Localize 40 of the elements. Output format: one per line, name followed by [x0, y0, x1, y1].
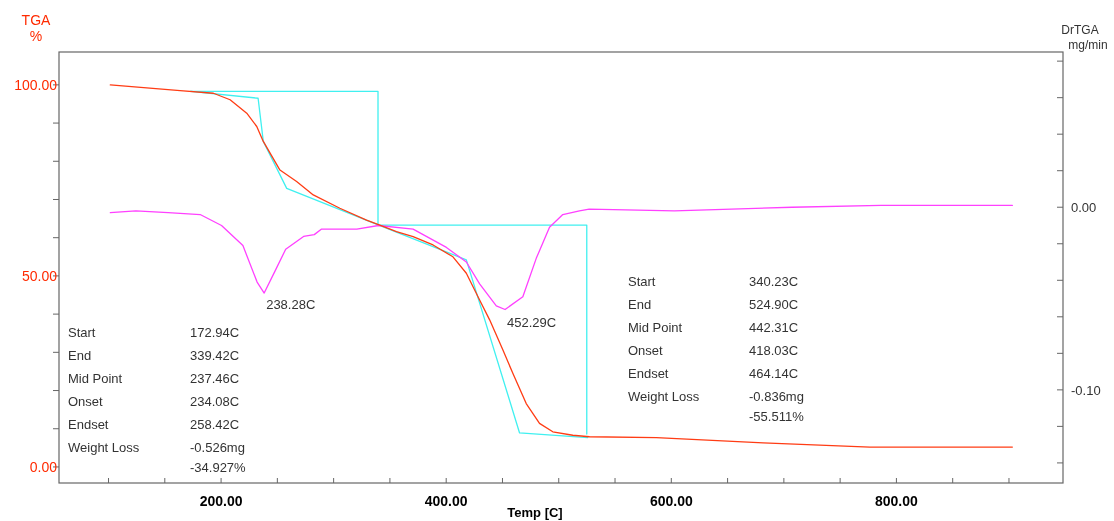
x-tick-label: 400.00: [424, 493, 468, 509]
y-axis-title: TGA %: [21, 12, 52, 44]
annotation: Onset: [628, 343, 664, 358]
annotation: 442.31C: [749, 320, 799, 335]
y-tick-label: 0.00: [29, 458, 58, 475]
annotation: Endset: [628, 366, 669, 381]
x-tick-label: 200.00: [199, 493, 243, 509]
x-tick-label: 800.00: [875, 493, 919, 509]
annotation: 258.42C: [190, 417, 240, 432]
y-tick-label: 100.00: [14, 76, 58, 93]
annotation: 339.42C: [190, 348, 240, 363]
annotation: 238.28C: [266, 296, 316, 312]
annotation: 172.94C: [190, 325, 240, 340]
annotation: 340.23C: [749, 274, 799, 289]
annotation: 452.29C: [507, 314, 557, 330]
annotation: 237.46C: [190, 371, 240, 386]
annotation: 524.90C: [749, 297, 799, 312]
annotation: Weight Loss: [68, 440, 140, 455]
y-tick-label: 50.00: [21, 267, 58, 284]
annotation: Weight Loss: [628, 389, 700, 404]
annotation: -0.836mg: [749, 389, 804, 404]
annotation: Onset: [68, 394, 104, 409]
y2-axis-title: DrTGA mg/min: [1061, 23, 1108, 52]
x-tick-label: 600.00: [649, 493, 693, 509]
annotation: Start: [68, 325, 96, 340]
annotation: End: [628, 297, 652, 312]
annotation: Start: [628, 274, 656, 289]
annotation: End: [68, 348, 92, 363]
y2-tick-label: -0.10: [1071, 382, 1101, 398]
x-axis-title: Temp [C]: [507, 505, 563, 520]
annotation: Mid Point: [628, 320, 683, 335]
y2-tick-label: 0.00: [1071, 200, 1097, 216]
annotation: -55.511%: [749, 409, 805, 424]
annotation: Mid Point: [68, 371, 123, 386]
annotation: -0.526mg: [190, 440, 245, 455]
annotation: 464.14C: [749, 366, 799, 381]
annotation: 418.03C: [749, 343, 799, 358]
annotation: -34.927%: [190, 460, 247, 475]
annotation: 234.08C: [190, 394, 240, 409]
annotation: Endset: [68, 417, 109, 432]
